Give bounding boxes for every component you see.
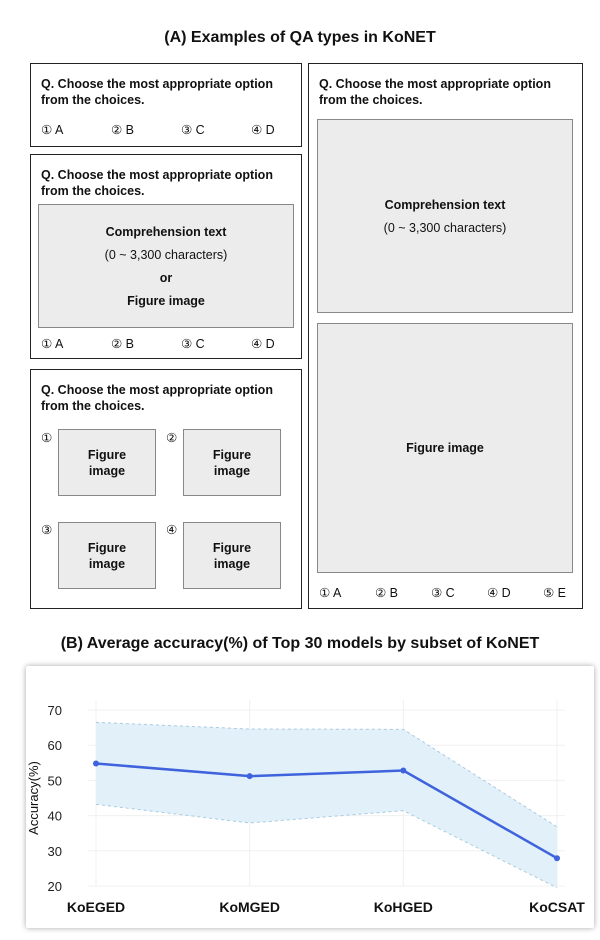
option-c: ③ C bbox=[431, 586, 455, 600]
panel-b-title: (B) Average accuracy(%) of Top 30 models… bbox=[60, 635, 540, 652]
qa-example-passage: Q. Choose the most appropriate option fr… bbox=[30, 154, 302, 359]
y-tick-label-5: 70 bbox=[48, 703, 62, 718]
data-point-kocsat bbox=[554, 855, 560, 862]
qa-example-text-only: Q. Choose the most appropriate option fr… bbox=[30, 63, 302, 147]
or-label: or bbox=[159, 271, 173, 285]
data-point-kohged bbox=[400, 767, 407, 774]
x-tick-label-3: KoCSAT bbox=[529, 899, 585, 915]
question-text: Q. Choose the most appropriate option fr… bbox=[41, 77, 273, 107]
qa-example-figure-choices: Q. Choose the most appropriate option fr… bbox=[30, 369, 302, 609]
data-point-komged bbox=[246, 773, 253, 780]
figure-box: Figure image bbox=[317, 323, 573, 573]
question-text: Q. Choose the most appropriate option fr… bbox=[41, 168, 273, 198]
qa-example-passage-and-figure: Q. Choose the most appropriate option fr… bbox=[308, 63, 583, 609]
accuracy-line-chart: 20 30 40 50 60 70 KoEGED KoMGED KoHGED KoCSAT Accu… bbox=[26, 700, 585, 915]
option-d: ④ D bbox=[251, 337, 275, 351]
option-a: ① A bbox=[41, 337, 64, 351]
choice-marker-1: ① bbox=[41, 431, 53, 445]
band-upper-edge-0 bbox=[95, 721, 558, 828]
y-axis-label: Accuracy(%) bbox=[26, 761, 41, 835]
option-e: ⑤ E bbox=[543, 586, 567, 600]
y-tick-label-3: 50 bbox=[48, 773, 62, 788]
data-point-koeged bbox=[93, 760, 99, 767]
y-tick-label-2: 40 bbox=[48, 809, 62, 824]
figure-label: Figure image bbox=[127, 294, 205, 308]
figure-choice-4: Figure image bbox=[183, 522, 281, 589]
figure-label: Figure image bbox=[406, 441, 484, 455]
comprehension-label: Comprehension text bbox=[105, 225, 227, 239]
panel-a-title: (A) Examples of QA types in KoNET bbox=[164, 29, 436, 46]
option-c: ③ C bbox=[181, 123, 205, 137]
option-b: ② B bbox=[375, 586, 399, 600]
chart-card: 20 30 40 50 60 70 KoEGED KoMGED KoHGED KoCSAT Accu… bbox=[26, 666, 594, 928]
choice-marker-3: ③ bbox=[41, 523, 53, 537]
option-b: ② B bbox=[111, 123, 135, 137]
series-line-0 bbox=[95, 762, 558, 860]
option-c: ③ C bbox=[181, 337, 205, 351]
figure-choice-1: Figure image bbox=[58, 429, 156, 496]
option-b: ② B bbox=[111, 337, 135, 351]
option-a: ① A bbox=[319, 586, 342, 600]
option-a: ① A bbox=[41, 123, 64, 137]
x-tick-label-2: KoHGED bbox=[374, 899, 433, 915]
figure-choice-2: Figure image bbox=[183, 429, 281, 496]
question-text: Q. Choose the most appropriate option fr… bbox=[41, 383, 273, 413]
passage-box: Comprehension text (0 ~ 3,300 characters… bbox=[38, 204, 294, 328]
char-range-label: (0 ~ 3,300 characters) bbox=[383, 221, 507, 235]
figure-choice-3: Figure image bbox=[58, 522, 156, 589]
x-tick-label-1: KoMGED bbox=[219, 899, 280, 915]
y-tick-label-4: 60 bbox=[48, 738, 62, 753]
question-text: Q. Choose the most appropriate option fr… bbox=[319, 77, 551, 107]
x-tick-label-0: KoEGED bbox=[67, 899, 125, 915]
char-range-label: (0 ~ 3,300 characters) bbox=[104, 248, 228, 262]
comprehension-label: Comprehension text bbox=[384, 198, 506, 212]
option-d: ④ D bbox=[251, 123, 275, 137]
y-tick-label-0: 20 bbox=[48, 879, 62, 894]
choice-marker-2: ② bbox=[166, 431, 178, 445]
y-tick-label-1: 30 bbox=[48, 844, 62, 859]
confidence-band-0 bbox=[96, 722, 557, 888]
choice-marker-4: ④ bbox=[166, 523, 178, 537]
option-d: ④ D bbox=[487, 586, 511, 600]
passage-box: Comprehension text (0 ~ 3,300 characters… bbox=[317, 119, 573, 313]
